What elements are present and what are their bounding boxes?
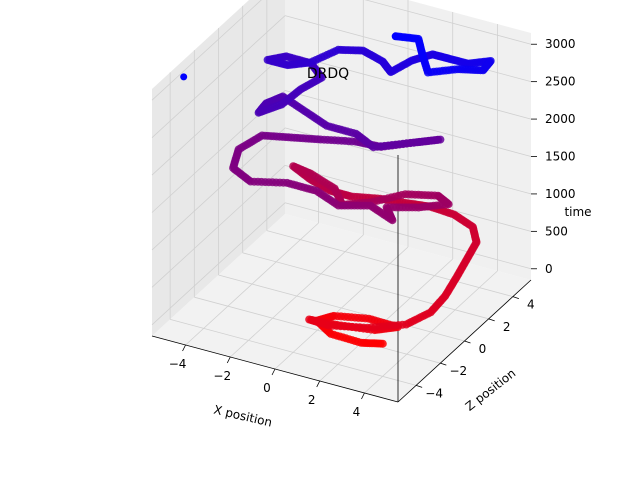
- x-tick-mark: [361, 392, 365, 400]
- z-tick-label: 2000: [545, 112, 576, 126]
- z-tick-label: 1500: [545, 150, 576, 164]
- y-tick-mark: [416, 384, 423, 388]
- grid-line-y-floor: [266, 230, 513, 298]
- x-tick-mark: [182, 344, 186, 352]
- data-point: [391, 32, 400, 41]
- grid-line-z-back: [364, 0, 532, 45]
- grid-line-z-back: [284, 52, 532, 120]
- x-tick-label: 0: [263, 381, 271, 395]
- grid-line-z-left: [151, 52, 286, 176]
- y-tick-label: 2: [503, 320, 511, 334]
- time-axis-label: time: [564, 205, 591, 219]
- x-tick-mark: [316, 380, 321, 388]
- grid-line-z-left: [151, 165, 286, 288]
- x-tick-mark: [226, 356, 231, 364]
- y-tick-mark: [464, 340, 471, 344]
- grid-line-z-back: [284, 202, 532, 270]
- y-tick-label: 4: [527, 298, 535, 312]
- tick-labels: −4 −2 0 2 4 −4 −2 0 2 4 0 500 1000 1500 2000 2500 3000: [169, 37, 576, 419]
- y-tick-mark: [512, 296, 519, 300]
- grid-line-z-back: [284, 15, 532, 83]
- x-axis-label: X position: [212, 403, 273, 430]
- x-tick-label: 4: [353, 405, 361, 419]
- y-tick-label: 0: [479, 342, 487, 356]
- z-tick-label: 2500: [545, 75, 576, 89]
- z-position-axis-label: Z position: [463, 366, 519, 414]
- x-tick-label: −4: [169, 357, 187, 371]
- grid-line-y-floor: [242, 252, 489, 320]
- z-tick-label: 0: [545, 262, 553, 276]
- y-tick-mark: [440, 362, 447, 366]
- grid-line-y-floor: [170, 318, 417, 386]
- y-tick-mark: [488, 318, 495, 322]
- grid-line-z-left: [151, 0, 262, 101]
- grid-line-y-floor: [194, 296, 441, 364]
- data-points: [180, 32, 495, 348]
- x-tick-label: 2: [308, 393, 316, 407]
- grid-line-z-left: [151, 15, 286, 138]
- y-tick-label: −4: [425, 386, 443, 400]
- z-tick-label: 500: [545, 224, 568, 238]
- grid-line-z-left: [151, 127, 286, 251]
- grid-line-y-floor: [218, 274, 465, 342]
- grid-line-z-back: [284, 90, 532, 157]
- x-tick-mark: [271, 368, 276, 376]
- z-tick-label: 1000: [545, 187, 576, 201]
- data-point-outlier: [180, 73, 188, 81]
- y-tick-label: −2: [449, 364, 467, 378]
- x-tick-label: −2: [213, 369, 231, 383]
- grid-line-z-left: [151, 202, 286, 326]
- chart-title: DRDQ: [307, 66, 349, 82]
- z-tick-label: 3000: [545, 37, 576, 51]
